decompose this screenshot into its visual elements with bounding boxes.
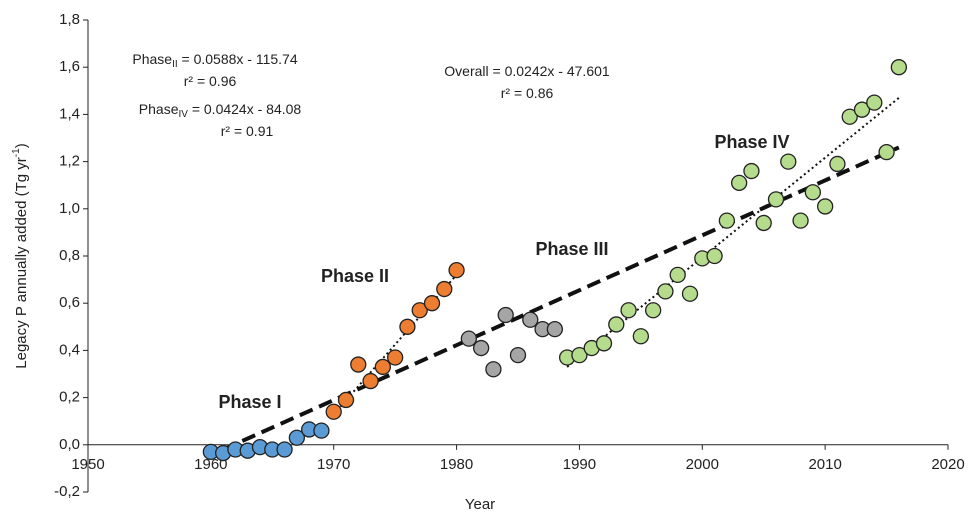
data-point	[792, 212, 809, 229]
x-tick-label: 1970	[317, 456, 350, 473]
data-point	[485, 361, 502, 378]
data-point	[743, 162, 760, 180]
x-axis-title: Year	[465, 496, 495, 513]
y-tick-label: 0,2	[59, 389, 80, 406]
annotation-part: r² = 0.86	[501, 85, 554, 101]
annotation-part: r² = 0.91	[221, 123, 274, 139]
data-point	[337, 391, 355, 409]
y-axis-title-text: Legacy P annually added (Tg yr	[13, 157, 30, 369]
data-point	[681, 285, 699, 302]
annotation-part: II	[172, 59, 178, 70]
data-point	[288, 429, 306, 446]
x-tick-label: 1950	[71, 456, 104, 473]
x-tick-label: 2020	[931, 456, 964, 473]
data-point	[595, 335, 613, 352]
annotation-part: r² = 0.96	[184, 73, 237, 89]
y-tick-label: 1,2	[59, 153, 80, 170]
phase-label: Phase I	[218, 392, 281, 412]
data-point	[325, 403, 342, 420]
x-tick-label: 2010	[808, 456, 841, 473]
data-point	[866, 94, 883, 111]
data-point	[706, 247, 723, 265]
y-axis-title: Legacy P annually added (Tg yr-1)	[11, 143, 30, 368]
data-point	[669, 266, 686, 284]
annotation: PhaseII = 0.0588x - 115.74	[132, 51, 297, 70]
data-point	[767, 191, 785, 208]
annotation-part: = 0.0424x - 84.08	[188, 101, 301, 117]
annotation: r² = 0.91	[221, 123, 274, 139]
data-point	[436, 280, 453, 298]
data-point	[313, 422, 330, 439]
phase-label: Phase IV	[714, 132, 789, 152]
data-point	[522, 311, 539, 328]
data-point	[460, 330, 478, 347]
data-point	[632, 328, 650, 345]
data-point	[571, 346, 588, 364]
data-point	[276, 441, 293, 458]
annotation-part: = 0.0588x - 115.74	[178, 51, 298, 67]
annotation-part: Phase	[139, 101, 179, 117]
phase-label: Phase III	[535, 239, 608, 259]
x-tick-label: 2000	[686, 456, 719, 473]
y-axis-title-end: )	[13, 143, 30, 148]
y-axis-title-sup: -1	[11, 148, 22, 157]
annotation-part: Overall = 0.0242x - 47.601	[444, 63, 610, 79]
data-point	[657, 283, 674, 300]
data-point	[362, 372, 379, 390]
data-point	[841, 108, 858, 125]
trend-line	[222, 145, 900, 452]
x-tick-label: 1990	[563, 456, 596, 473]
data-point	[620, 302, 637, 319]
phase-label: Phase II	[321, 266, 389, 286]
trend-line	[332, 274, 458, 415]
y-tick-label: 0,4	[59, 341, 80, 358]
data-point	[399, 318, 416, 335]
annotation: r² = 0.96	[184, 73, 237, 89]
data-point	[608, 316, 625, 333]
data-point	[509, 346, 527, 364]
y-tick-label: 0,0	[59, 436, 80, 453]
x-tick-label: 1980	[440, 456, 473, 473]
data-point	[374, 358, 392, 376]
data-point	[497, 306, 514, 324]
data-point	[829, 155, 846, 173]
data-point	[853, 101, 871, 118]
y-tick-label: 1,4	[59, 105, 80, 122]
data-point	[780, 153, 797, 170]
y-tick-label: -0,2	[54, 483, 80, 500]
data-point	[878, 144, 895, 161]
data-point	[755, 214, 772, 232]
data-point	[386, 349, 404, 366]
data-point	[350, 356, 367, 373]
data-point	[448, 262, 465, 279]
y-tick-label: 1,6	[59, 58, 80, 75]
data-point	[546, 321, 564, 338]
annotation: Overall = 0.0242x - 47.601	[444, 63, 610, 79]
y-tick-label: 1,0	[59, 200, 80, 217]
annotation: r² = 0.86	[501, 85, 554, 101]
data-point	[816, 198, 834, 215]
data-point	[804, 184, 822, 201]
y-tick-label: 1,8	[59, 11, 80, 28]
data-point	[472, 339, 490, 357]
y-tick-label: 0,6	[59, 294, 80, 311]
y-tick-label: 0,8	[59, 247, 80, 264]
data-point	[718, 212, 736, 229]
annotation-part: Phase	[132, 51, 172, 67]
data-point	[644, 302, 662, 319]
annotation-part: IV	[178, 109, 188, 120]
data-point	[423, 295, 441, 312]
annotation: PhaseIV = 0.0424x - 84.08	[139, 101, 302, 120]
data-point	[890, 59, 908, 76]
data-point	[411, 302, 428, 319]
data-point	[730, 174, 748, 191]
